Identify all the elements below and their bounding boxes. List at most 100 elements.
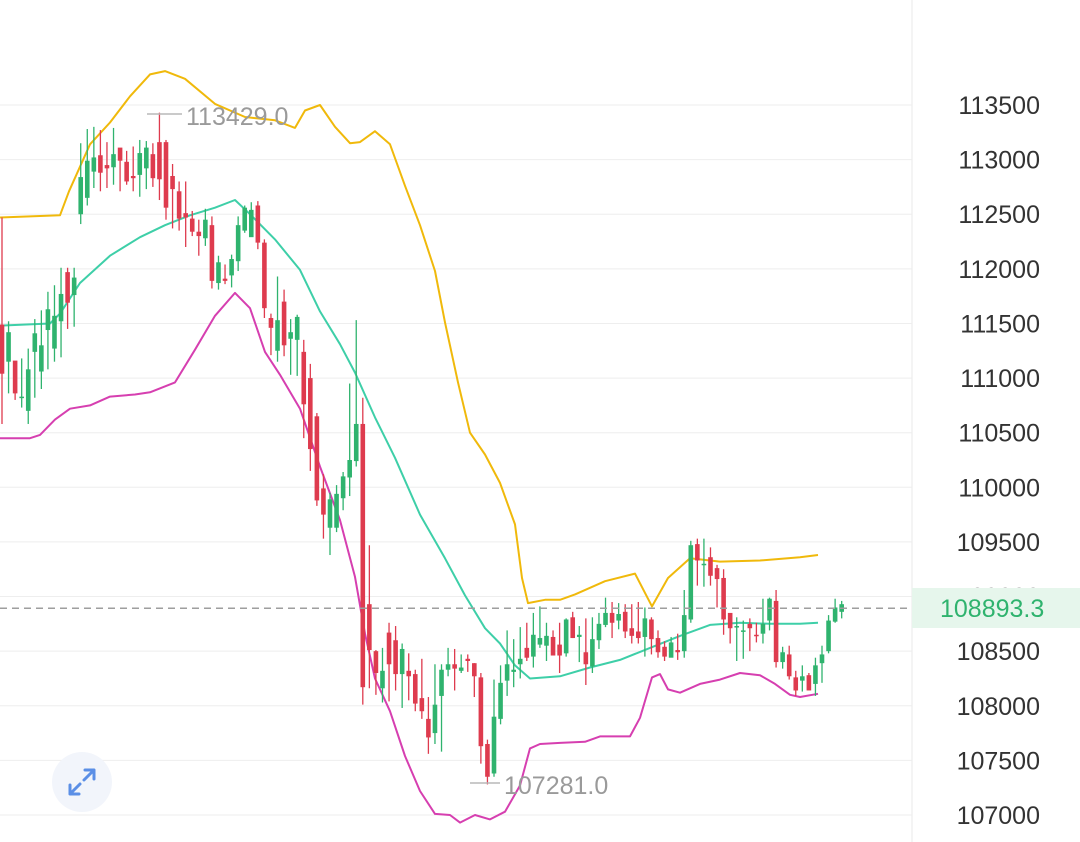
candle-down — [714, 564, 720, 608]
candle-down — [478, 673, 484, 764]
candle-down — [321, 474, 326, 539]
candle-body — [386, 632, 392, 665]
candle-up — [229, 254, 234, 288]
candle-up — [216, 255, 221, 290]
candle-body — [622, 611, 628, 632]
candle-body — [111, 154, 116, 168]
candle-up — [294, 314, 300, 376]
candle-up — [380, 647, 385, 703]
candle-up — [819, 645, 825, 683]
candle-up — [347, 383, 352, 497]
candle-body — [576, 634, 582, 637]
candles — [0, 112, 844, 785]
candle-body — [754, 634, 759, 637]
candle-down — [196, 219, 202, 256]
candle-down — [124, 150, 129, 185]
candle-body — [734, 626, 740, 628]
candle-body — [137, 153, 143, 175]
candle-down — [255, 201, 261, 250]
candle-down — [649, 617, 654, 655]
candle-body — [176, 191, 182, 219]
candle-down — [524, 622, 530, 661]
high-marker: 113429.0 — [147, 103, 288, 131]
candle-down — [12, 360, 18, 400]
candle-body — [340, 476, 346, 499]
y-tick-label: 110500 — [958, 420, 1040, 448]
candle-body — [609, 612, 615, 623]
candle-down — [550, 630, 556, 656]
candle-down — [386, 622, 392, 702]
candle-body — [786, 654, 792, 677]
candle-down — [708, 547, 713, 586]
candle-body — [498, 682, 503, 719]
lower-band-line — [0, 291, 819, 824]
expand-button[interactable] — [52, 752, 112, 812]
candle-body — [563, 619, 569, 654]
candle-body — [19, 396, 24, 399]
candle-up — [327, 492, 333, 556]
candle-body — [373, 651, 379, 673]
candle-body — [681, 615, 687, 652]
y-tick-label: 108000 — [957, 693, 1040, 721]
candle-up — [275, 276, 280, 362]
candle-body — [196, 231, 202, 237]
candle-body — [314, 416, 320, 501]
candle-up — [445, 647, 451, 677]
candle-body — [255, 205, 261, 243]
candle-down — [773, 589, 779, 668]
candle-down — [262, 239, 267, 318]
candle-body — [747, 623, 753, 629]
candle-body — [65, 272, 70, 303]
candle-body — [157, 142, 162, 180]
candle-body — [458, 667, 464, 671]
candle-up — [780, 646, 785, 669]
candle-body — [485, 744, 490, 777]
candle-up — [491, 679, 497, 777]
price-axis: 113500 113000 112500 112000 111500 111000 1105… — [957, 92, 1040, 830]
candle-body — [117, 147, 123, 161]
candle-up — [603, 597, 608, 628]
candle-body — [629, 628, 635, 636]
candle-body — [531, 634, 536, 657]
candle-body — [268, 318, 274, 328]
candle-body — [170, 176, 175, 190]
candle-up — [701, 538, 707, 587]
y-tick-label: 112500 — [958, 201, 1040, 229]
candle-up — [353, 320, 359, 467]
candle-down — [170, 163, 175, 229]
candle-down — [793, 670, 799, 696]
candle-up — [6, 321, 11, 394]
candle-down — [655, 630, 661, 658]
candle-body — [642, 618, 648, 637]
candle-body — [360, 423, 366, 688]
candle-body — [603, 612, 608, 625]
candle-body — [294, 316, 300, 340]
candle-up — [111, 127, 116, 185]
candle-up — [78, 143, 84, 225]
y-tick-label: 110000 — [958, 474, 1040, 502]
candle-down — [485, 739, 490, 785]
candle-down — [406, 653, 412, 701]
candle-body — [98, 155, 103, 173]
candle-down — [570, 611, 576, 639]
candle-body — [668, 642, 674, 658]
candle-up — [642, 607, 648, 657]
candle-body — [806, 675, 812, 691]
candle-up — [688, 540, 694, 623]
candle-body — [0, 324, 5, 374]
candle-down — [209, 216, 215, 289]
candle-body — [334, 493, 339, 528]
candle-up — [203, 208, 208, 246]
candle-body — [45, 309, 51, 331]
current-price-label: 108893.3 — [940, 595, 1044, 623]
candle-up — [91, 126, 97, 189]
candle-down — [130, 146, 136, 192]
candle-down — [301, 339, 307, 439]
candle-body — [636, 631, 641, 639]
candle-body — [452, 664, 457, 669]
candle-down — [150, 143, 156, 187]
candle-down — [721, 569, 726, 635]
candle-body — [439, 669, 444, 696]
candle-body — [412, 674, 418, 704]
